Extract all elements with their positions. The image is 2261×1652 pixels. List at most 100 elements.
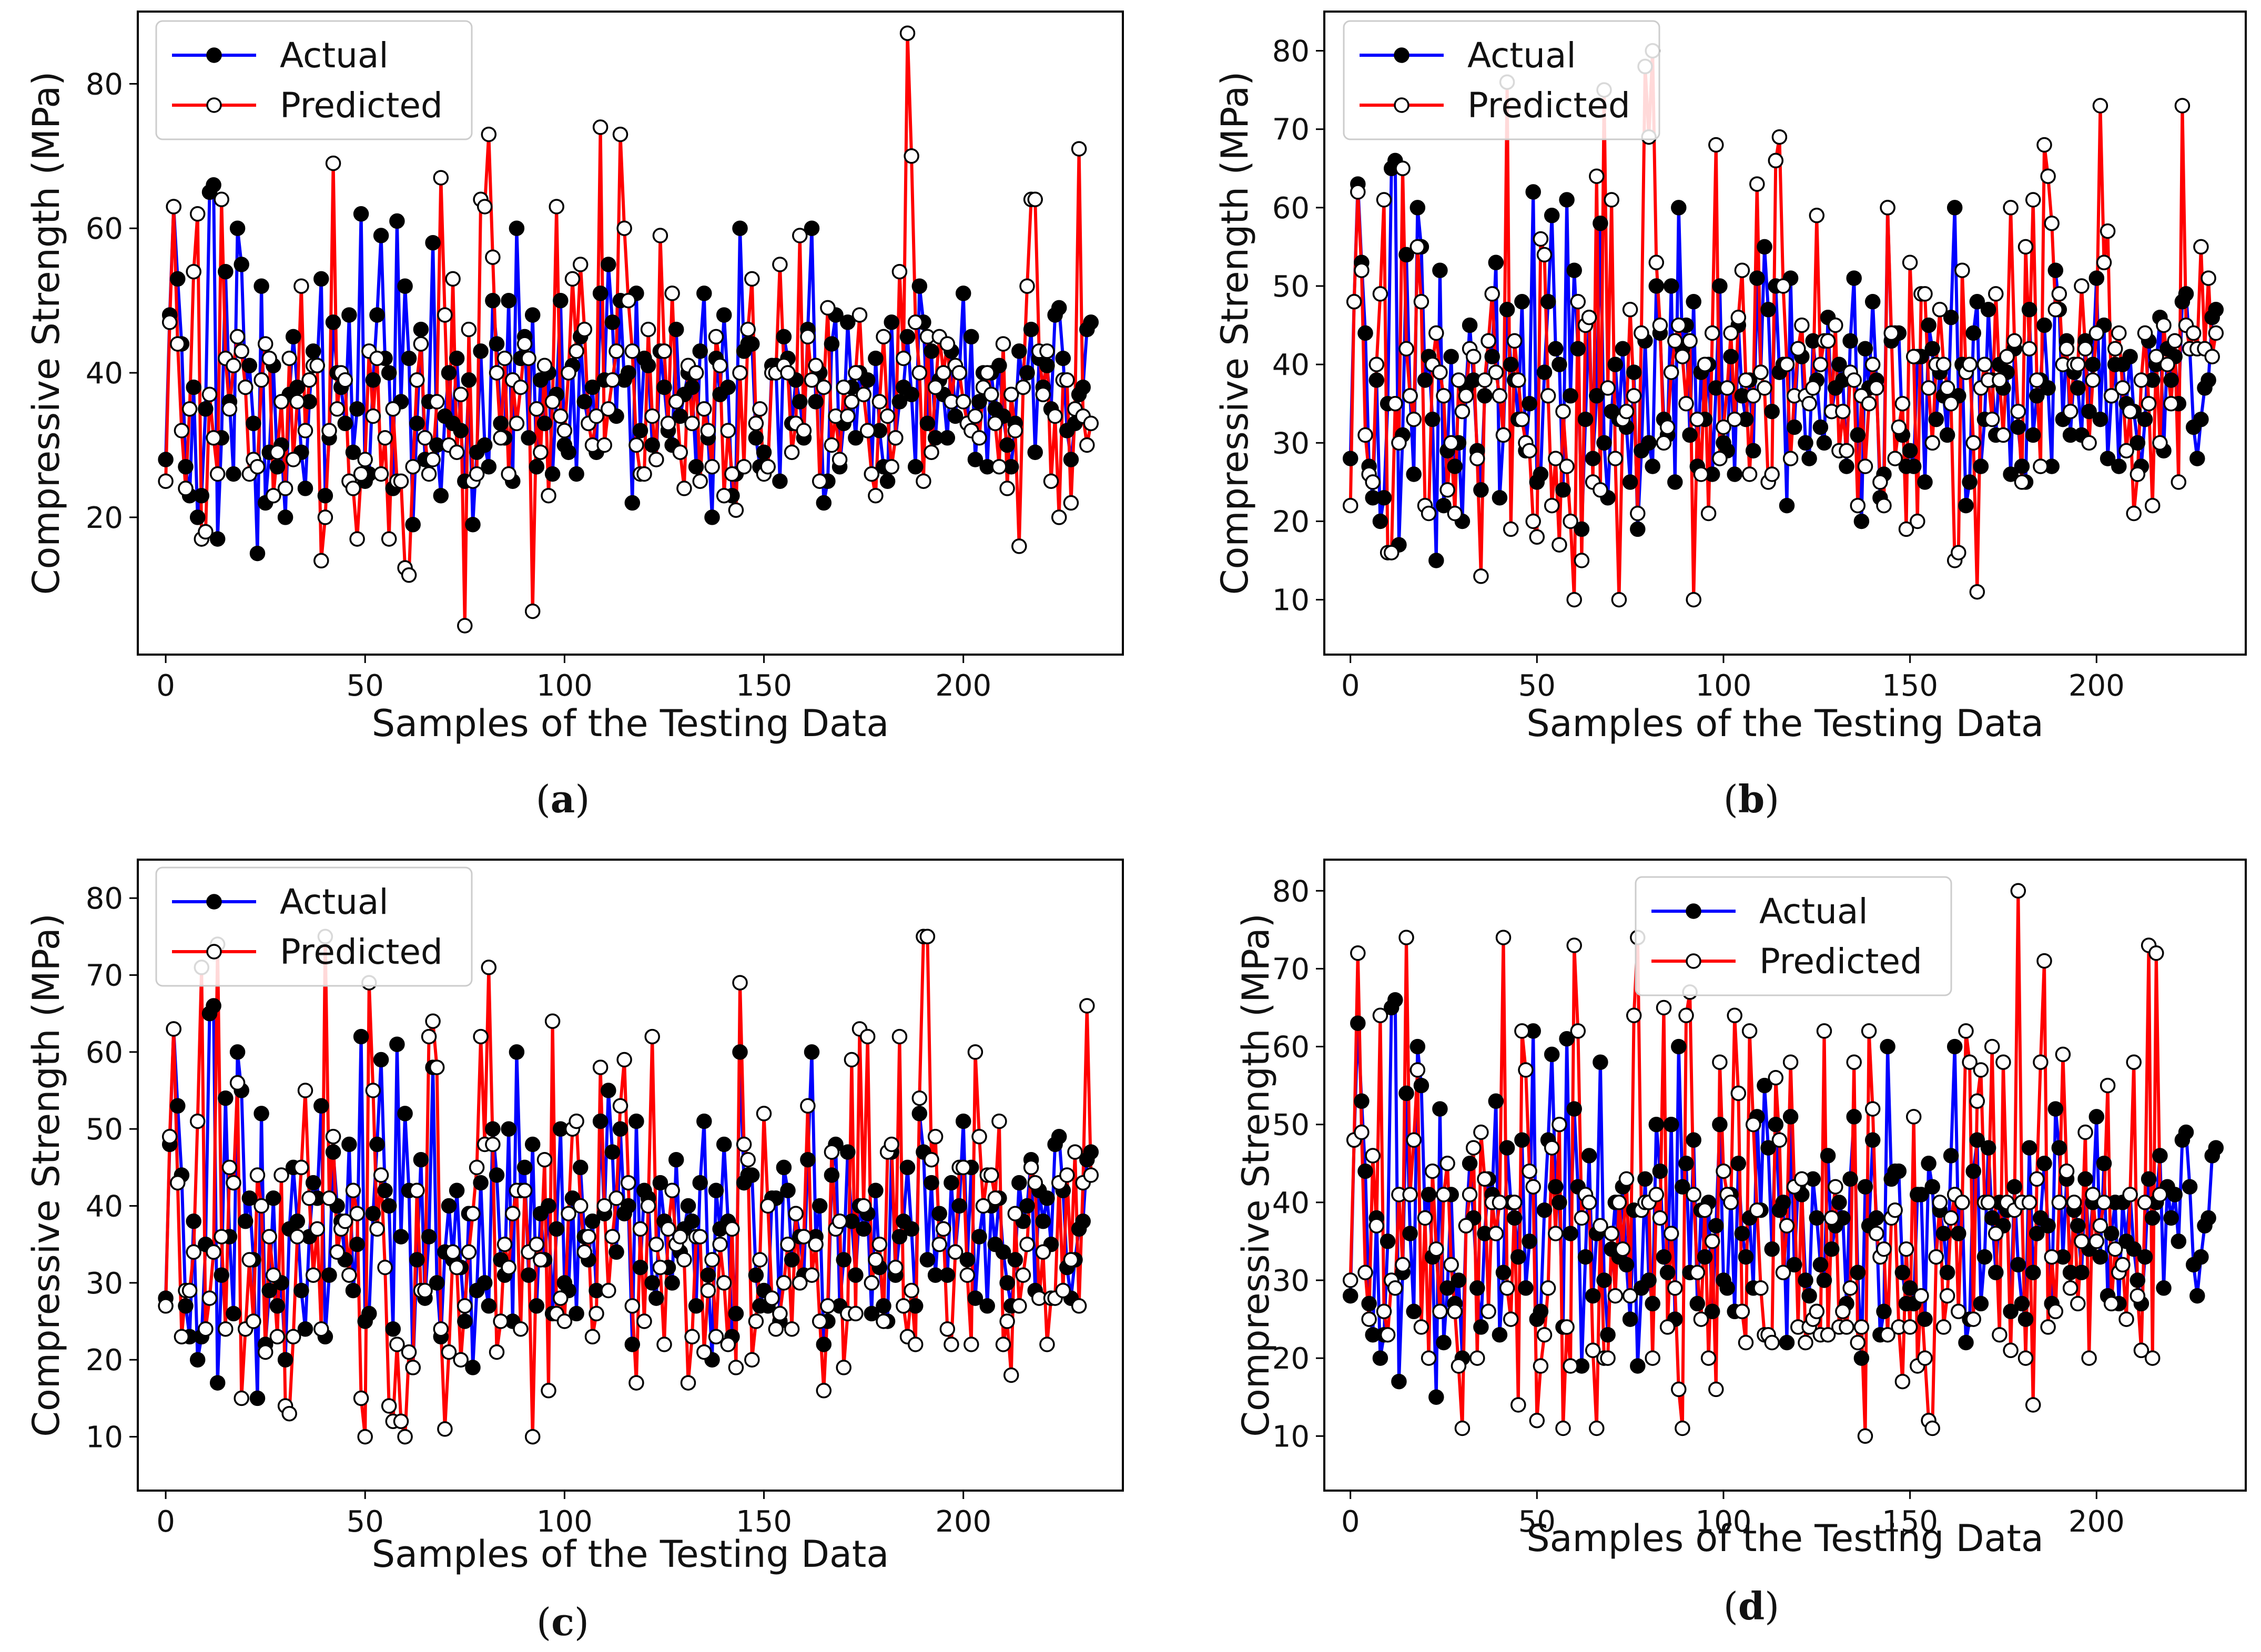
data-point-predicted — [1869, 1226, 1884, 1241]
data-point-predicted — [911, 365, 928, 381]
data-point-predicted — [1063, 1252, 1079, 1268]
data-point-predicted — [936, 365, 951, 381]
data-point-actual — [967, 1290, 984, 1306]
data-point-predicted — [1730, 309, 1747, 325]
data-point-actual — [1406, 466, 1422, 482]
data-point-predicted — [2096, 1195, 2112, 1210]
data-point-predicted — [2122, 403, 2138, 420]
data-point-predicted — [393, 1413, 409, 1430]
data-point-predicted — [2115, 1257, 2131, 1273]
data-point-predicted — [1928, 1249, 1944, 1265]
y-tick-label: 80 — [1272, 35, 1310, 69]
data-point-predicted — [1402, 388, 1418, 404]
data-point-actual — [2189, 451, 2205, 466]
data-point-predicted — [1372, 286, 1388, 302]
data-point-predicted — [2148, 349, 2164, 364]
legend-marker-predicted — [1686, 953, 1701, 969]
data-point-predicted — [1469, 451, 1485, 466]
data-point-actual — [720, 379, 736, 395]
data-point-predicted — [1839, 443, 1854, 458]
data-point-predicted — [1063, 495, 1079, 511]
data-point-predicted — [457, 618, 473, 634]
data-point-actual — [1809, 1210, 1825, 1226]
data-point-actual — [604, 314, 621, 330]
data-point-predicted — [1917, 1350, 1933, 1366]
data-point-predicted — [529, 401, 545, 417]
data-point-predicted — [1391, 435, 1407, 451]
data-point-actual — [561, 444, 576, 460]
data-point-predicted — [1027, 191, 1043, 208]
data-point-predicted — [589, 1306, 604, 1322]
data-point-actual — [824, 336, 840, 352]
data-point-predicted — [684, 1329, 700, 1345]
data-point-actual — [2003, 466, 2019, 482]
data-point-predicted — [536, 358, 553, 374]
data-point-predicted — [2193, 239, 2209, 255]
data-point-predicted — [792, 1275, 808, 1291]
data-point-predicted — [377, 1259, 393, 1276]
data-point-predicted — [2040, 168, 2056, 184]
data-point-actual — [1757, 239, 1772, 255]
data-point-predicted — [1820, 333, 1836, 349]
data-point-predicted — [1835, 403, 1851, 420]
data-point-actual — [401, 350, 417, 366]
data-point-actual — [1548, 1179, 1564, 1195]
data-point-predicted — [1872, 474, 1888, 490]
data-point-actual — [864, 1306, 880, 1322]
data-point-predicted — [1648, 1187, 1665, 1202]
data-point-predicted — [1047, 408, 1063, 424]
data-point-predicted — [1380, 1327, 1396, 1343]
data-point-predicted — [261, 350, 277, 366]
data-point-predicted — [572, 257, 589, 272]
data-point-actual — [1570, 341, 1586, 357]
x-tick-label: 0 — [156, 1505, 175, 1539]
data-point-predicted — [1693, 466, 1709, 482]
data-point-predicted — [2085, 372, 2101, 388]
data-point-predicted — [421, 1028, 437, 1045]
data-point-predicted — [2036, 137, 2052, 153]
data-point-predicted — [640, 1198, 656, 1214]
data-point-actual — [924, 343, 939, 359]
data-point-actual — [1708, 1218, 1724, 1234]
data-point-actual — [2201, 372, 2216, 388]
data-point-predicted — [1051, 509, 1067, 525]
data-point-actual — [397, 278, 413, 294]
data-point-predicted — [2088, 325, 2105, 341]
data-point-actual — [2137, 1249, 2153, 1265]
data-point-predicted — [1671, 317, 1687, 333]
data-point-predicted — [1992, 372, 2007, 388]
data-point-predicted — [393, 473, 409, 489]
data-point-actual — [947, 408, 964, 424]
data-point-predicted — [1995, 427, 2011, 443]
data-point-actual — [1697, 1249, 1713, 1265]
data-point-actual — [1552, 356, 1567, 372]
data-point-predicted — [493, 1313, 509, 1329]
data-point-actual — [1682, 427, 1698, 443]
data-point-actual — [1428, 1389, 1444, 1405]
data-point-predicted — [1465, 1140, 1482, 1156]
data-point-predicted — [409, 1182, 425, 1199]
data-point-predicted — [186, 1244, 201, 1260]
data-point-predicted — [198, 524, 214, 540]
data-point-actual — [1447, 458, 1463, 474]
data-point-actual — [776, 329, 792, 345]
panel-caption: (d) — [1723, 1584, 1780, 1628]
data-point-predicted — [433, 1321, 449, 1337]
data-point-predicted — [289, 1229, 306, 1245]
data-point-actual — [632, 1259, 648, 1276]
data-point-predicted — [2167, 333, 2183, 349]
data-point-predicted — [2006, 333, 2022, 349]
data-point-actual — [2156, 1280, 2172, 1296]
data-point-predicted — [808, 358, 824, 374]
data-point-predicted — [844, 394, 860, 410]
data-point-predicted — [1828, 317, 1843, 333]
data-point-predicted — [1607, 451, 1624, 466]
data-point-predicted — [979, 365, 995, 381]
data-point-predicted — [1902, 254, 1918, 271]
data-point-predicted — [277, 481, 293, 496]
data-point-predicted — [1667, 333, 1683, 349]
data-point-actual — [624, 495, 641, 511]
data-point-predicted — [2126, 505, 2142, 522]
data-point-actual — [1063, 452, 1079, 467]
data-point-predicted — [772, 1306, 788, 1322]
